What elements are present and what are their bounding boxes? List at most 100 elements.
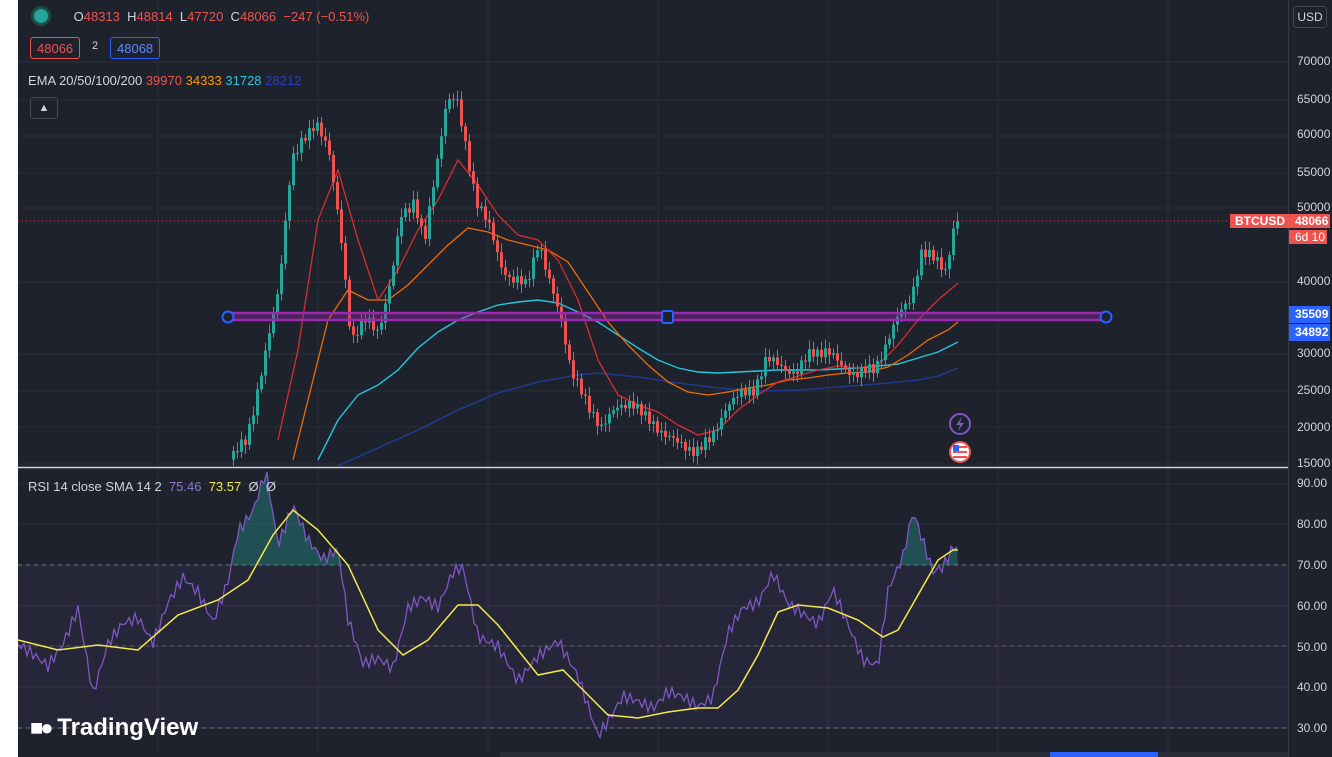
chart-area[interactable]: O48313 H48814 L47720 C48066 −247 (−0.51%…	[18, 0, 1288, 757]
candle-body	[436, 158, 439, 188]
candle-body	[756, 379, 759, 396]
rsi-axis-label: 70.00	[1297, 558, 1328, 572]
candle-body	[720, 417, 723, 430]
time-scroll-track[interactable]	[500, 752, 1288, 757]
candle-body	[544, 249, 547, 270]
candle-body	[352, 326, 355, 335]
sell-button[interactable]: 48066	[30, 37, 81, 59]
candle-body	[636, 404, 639, 409]
candle-body	[232, 451, 235, 460]
candle-body	[572, 360, 575, 379]
left-margin-strip	[0, 0, 18, 757]
candle-body	[372, 317, 375, 331]
candle-body	[940, 257, 943, 270]
event-icons[interactable]	[949, 413, 971, 463]
chart-canvas[interactable]	[18, 0, 1288, 757]
candle-body	[884, 344, 887, 361]
candle-body	[344, 242, 347, 280]
candle-body	[852, 372, 855, 376]
rsi-legend[interactable]: RSI 14 close SMA 14 2 75.46 73.57 Ø Ø	[28, 479, 276, 494]
level-handle-left[interactable]	[221, 310, 235, 324]
candle-body	[548, 269, 551, 279]
candle-body	[772, 357, 775, 362]
candle-body	[304, 137, 307, 141]
rsi-axis-label: 30.00	[1297, 721, 1328, 735]
candle-body	[264, 350, 267, 376]
currency-button[interactable]: USD	[1293, 6, 1327, 28]
buy-button[interactable]: 48068	[110, 37, 161, 59]
candle-body	[260, 375, 263, 390]
candle-body	[472, 171, 475, 184]
candle-body	[740, 389, 743, 397]
candle-body	[768, 357, 771, 362]
candle-body	[876, 360, 879, 374]
candle-body	[920, 249, 923, 276]
candle-body	[924, 249, 927, 258]
candle-body	[456, 99, 459, 101]
candle-body	[680, 441, 683, 443]
candle-body	[812, 349, 815, 357]
candle-body	[712, 430, 715, 443]
open-value: 48313	[83, 9, 120, 24]
candle-body	[596, 412, 599, 427]
candle-body	[408, 208, 411, 213]
candle-body	[516, 276, 519, 283]
candle-body	[324, 136, 327, 141]
candle-body	[936, 257, 939, 261]
time-scroll-thumb[interactable]	[1050, 752, 1158, 757]
collapse-legend-button[interactable]: ▲	[30, 97, 58, 119]
candle-body	[268, 333, 271, 351]
candle-body	[624, 404, 627, 409]
candle-body	[592, 412, 595, 414]
candle-body	[660, 430, 663, 433]
horizontal-level[interactable]	[221, 310, 1113, 324]
candle-body	[752, 388, 755, 396]
candle-body	[816, 349, 819, 357]
flag-canton	[953, 445, 959, 451]
last-price-tag: 48066	[1289, 214, 1331, 228]
candle-body	[956, 221, 959, 229]
close-label: C	[230, 9, 240, 24]
candle-body	[652, 421, 655, 424]
candle-body	[828, 348, 831, 355]
price-label: 50000	[1297, 200, 1331, 214]
flag-stripe	[953, 456, 967, 458]
rsi-lines	[18, 471, 958, 740]
candle-body	[820, 349, 823, 358]
candle-body	[744, 389, 747, 396]
candle-body	[416, 199, 419, 219]
candle-body	[840, 360, 843, 366]
candle-body	[420, 218, 423, 226]
candle-body	[732, 397, 735, 405]
candle-body	[948, 254, 951, 270]
rsi-sma-value: 73.57	[208, 479, 242, 494]
candle-body	[576, 378, 579, 380]
rsi-axis-label: 50.00	[1297, 640, 1328, 654]
candle-body	[780, 364, 783, 366]
price-label: 25000	[1297, 383, 1331, 397]
ema-legend[interactable]: EMA 20/50/100/200 39970 34333 31728 2821…	[28, 73, 301, 88]
candle-body	[600, 424, 603, 427]
tradingview-logo[interactable]: ■● TradingView	[30, 714, 198, 742]
level-handle-right[interactable]	[1099, 310, 1113, 324]
candle-body	[504, 267, 507, 275]
candle-body	[452, 99, 455, 101]
candle-body	[276, 294, 279, 313]
candle-body	[460, 99, 463, 127]
candle-body	[928, 249, 931, 258]
candle-body	[856, 372, 859, 378]
price-axis[interactable]: USD 70000 65000 60000 55000 50000 40000 …	[1288, 0, 1332, 757]
candle-body	[396, 236, 399, 266]
candle-body	[308, 128, 311, 141]
lightning-glyph	[956, 417, 964, 431]
candle-body	[584, 394, 587, 396]
candle-body	[492, 222, 495, 241]
rsi-label: RSI 14 close SMA 14 2	[28, 479, 162, 494]
market-status-icon[interactable]	[34, 9, 48, 23]
level-low-tag: 34892	[1289, 324, 1331, 341]
candle-body	[736, 396, 739, 398]
candle-body	[640, 404, 643, 416]
level-handle-middle[interactable]	[661, 310, 674, 324]
price-label: 40000	[1297, 274, 1331, 288]
ema200-value: 28212	[265, 73, 302, 88]
